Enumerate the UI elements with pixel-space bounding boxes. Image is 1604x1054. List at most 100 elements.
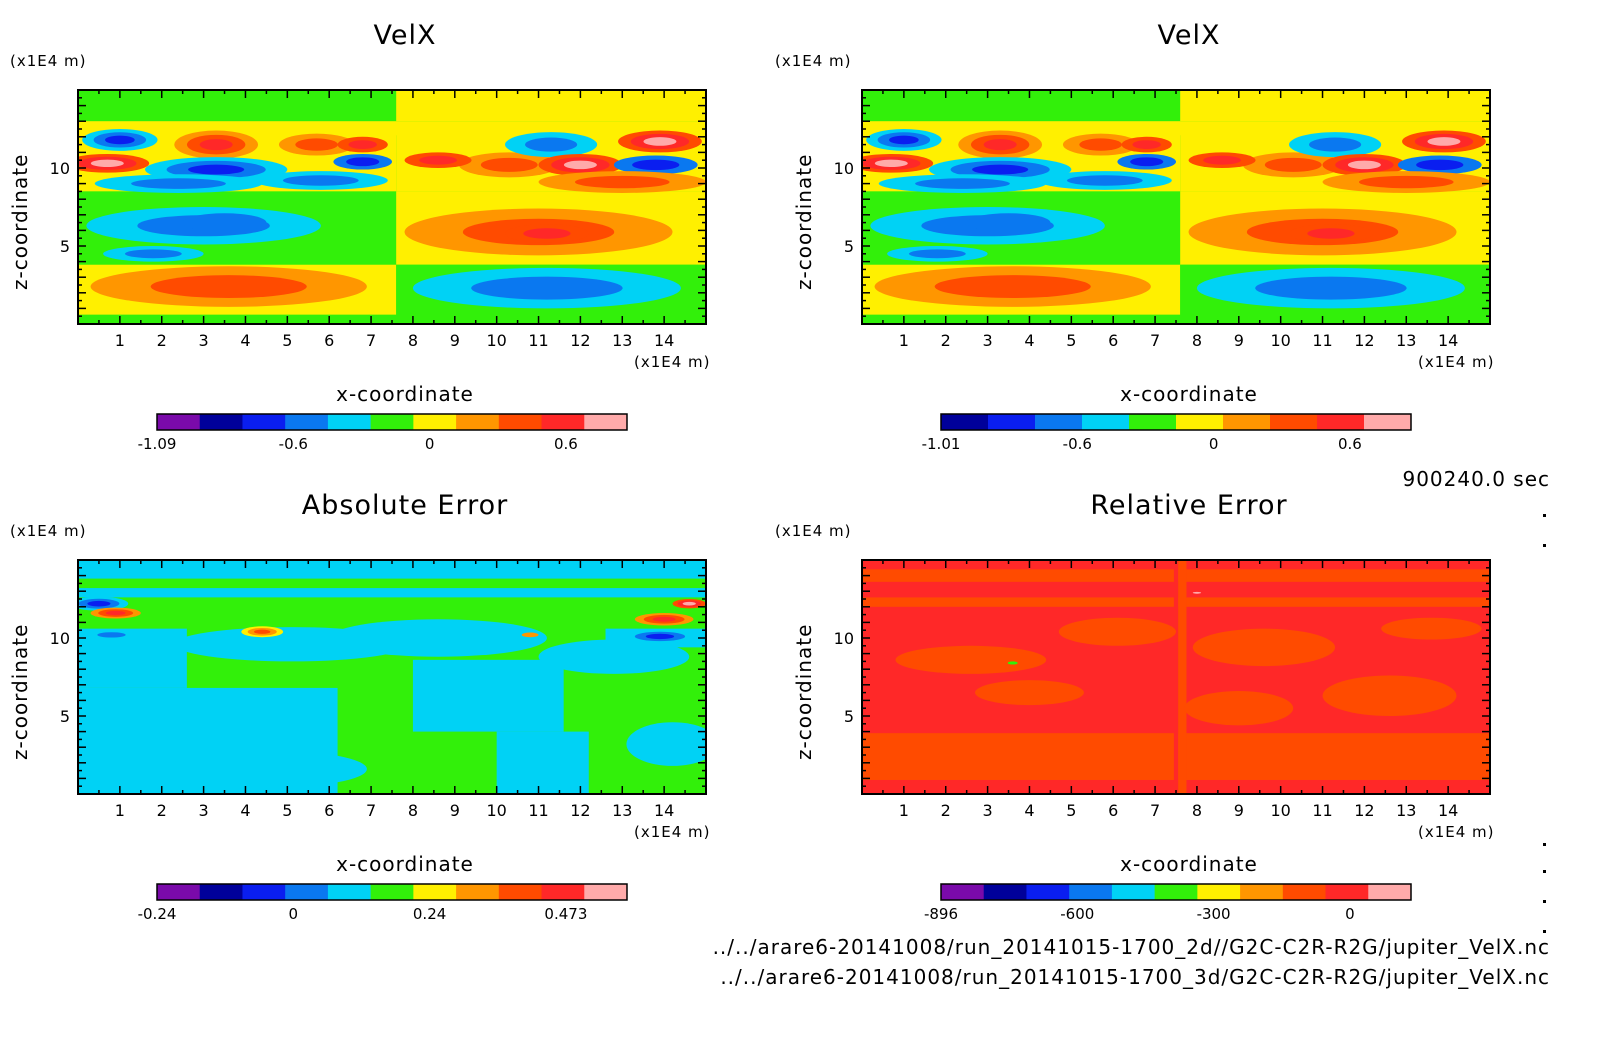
- x-tick-label: 8: [408, 331, 418, 350]
- contour-band: [862, 90, 1181, 122]
- x-tick-label: 2: [157, 801, 167, 820]
- colorbar-label: -0.6: [1063, 435, 1092, 453]
- y-tick-label: 5: [844, 707, 854, 726]
- contour-region: [1307, 228, 1355, 239]
- colorbar-swatch: [1111, 884, 1156, 900]
- x-tick-label: 6: [1108, 331, 1118, 350]
- contour-band: [412, 659, 564, 732]
- x-tick-label: 3: [199, 801, 209, 820]
- contour-region: [1130, 157, 1164, 167]
- contour-region: [1347, 160, 1381, 170]
- contour-field: [862, 90, 1490, 324]
- x-axis-label: x-coordinate: [1120, 852, 1258, 876]
- colorbar-swatch: [1282, 884, 1327, 900]
- contour-region: [182, 213, 267, 232]
- colorbar-label: -0.24: [138, 905, 177, 923]
- y-tick-label: 10: [834, 159, 854, 178]
- colorbar-label: 0: [1345, 905, 1355, 923]
- contour-region: [253, 629, 271, 634]
- x-tick-label: 2: [941, 801, 951, 820]
- chart-title: Absolute Error: [301, 490, 509, 521]
- x-tick-label: 14: [654, 801, 674, 820]
- chart-title: Relative Error: [1090, 490, 1288, 521]
- colorbar-label: 0: [425, 435, 435, 453]
- contour-region: [188, 164, 245, 175]
- contour-region: [1255, 276, 1407, 300]
- x-tick-label: 7: [366, 331, 376, 350]
- x-tick-label: 14: [654, 331, 674, 350]
- colorbar-swatch: [941, 884, 985, 900]
- contour-region: [889, 135, 919, 145]
- colorbar-swatch: [498, 884, 543, 900]
- contour-region: [348, 140, 377, 150]
- contour-region: [87, 600, 111, 607]
- x-tick-label: 3: [983, 331, 993, 350]
- contour-band: [396, 90, 706, 122]
- colorbar-swatch: [541, 884, 585, 900]
- x-tick-label: 4: [1024, 331, 1034, 350]
- x-tick-label: 12: [570, 801, 590, 820]
- contour-region: [934, 275, 1091, 299]
- contour-region: [1184, 691, 1294, 726]
- x-unit-label: (x1E4 m): [1418, 353, 1495, 371]
- contour-band: [78, 560, 706, 579]
- contour-region: [574, 175, 670, 189]
- chart-title: VelX: [1157, 20, 1221, 51]
- y-tick-label: 5: [844, 237, 854, 256]
- y-unit-label: (x1E4 m): [10, 52, 87, 70]
- colorbar-swatch: [1026, 884, 1070, 900]
- contour-band: [1178, 560, 1187, 794]
- contour-region: [419, 155, 457, 165]
- contour-region: [643, 137, 677, 146]
- x-tick-label: 8: [1192, 331, 1202, 350]
- colorbar-swatch: [327, 884, 372, 900]
- contour-region: [645, 633, 675, 640]
- panel-absolute-error: Absolute Error (x1E4 m) z-coordinate (x1…: [0, 470, 780, 940]
- contour-region: [1079, 138, 1122, 151]
- colorbar-label: -896: [924, 905, 958, 923]
- x-tick-label: 10: [486, 801, 506, 820]
- contour-region: [908, 249, 966, 259]
- colorbar-swatch: [285, 884, 329, 900]
- colorbar-swatch: [199, 414, 243, 430]
- colorbar-swatch: [456, 414, 500, 430]
- x-tick-label: 13: [1396, 331, 1416, 350]
- colorbar-swatch: [941, 414, 989, 430]
- colorbar-swatch: [1197, 884, 1241, 900]
- colorbar-swatch: [1240, 884, 1284, 900]
- contour-region: [329, 619, 547, 657]
- contour-region: [282, 175, 359, 186]
- colorbar-swatch: [157, 884, 201, 900]
- contour-region: [521, 632, 539, 638]
- colorbar-frame: [940, 413, 1412, 431]
- colorbar-swatch: [1325, 884, 1369, 900]
- contour-region: [983, 139, 1017, 151]
- contour-region: [199, 139, 233, 151]
- contour-region: [1309, 137, 1362, 152]
- contour-region: [150, 275, 307, 299]
- colorbar-swatch: [1082, 414, 1130, 430]
- y-unit-label: (x1E4 m): [10, 522, 87, 540]
- x-unit-label: (x1E4 m): [1418, 823, 1495, 841]
- panel-relative-error: Relative Error (x1E4 m) z-coordinate (x1…: [775, 470, 1564, 940]
- colorbar-swatch: [413, 884, 457, 900]
- colorbar-swatch: [199, 884, 243, 900]
- contour-band: [78, 121, 706, 136]
- colorbar-swatch: [1176, 414, 1224, 430]
- contour-region: [1358, 175, 1454, 189]
- contour-region: [523, 228, 571, 239]
- x-tick-label: 6: [324, 801, 334, 820]
- separator-dot: [1543, 514, 1546, 517]
- colorbar-swatch: [1270, 414, 1318, 430]
- colorbar-frame: [156, 413, 628, 431]
- contour-region: [295, 138, 338, 151]
- y-tick-label: 5: [60, 237, 70, 256]
- y-tick-label: 5: [60, 707, 70, 726]
- x-tick-label: 10: [486, 331, 506, 350]
- x-tick-label: 14: [1438, 331, 1458, 350]
- x-tick-label: 7: [366, 801, 376, 820]
- x-tick-label: 5: [1066, 801, 1076, 820]
